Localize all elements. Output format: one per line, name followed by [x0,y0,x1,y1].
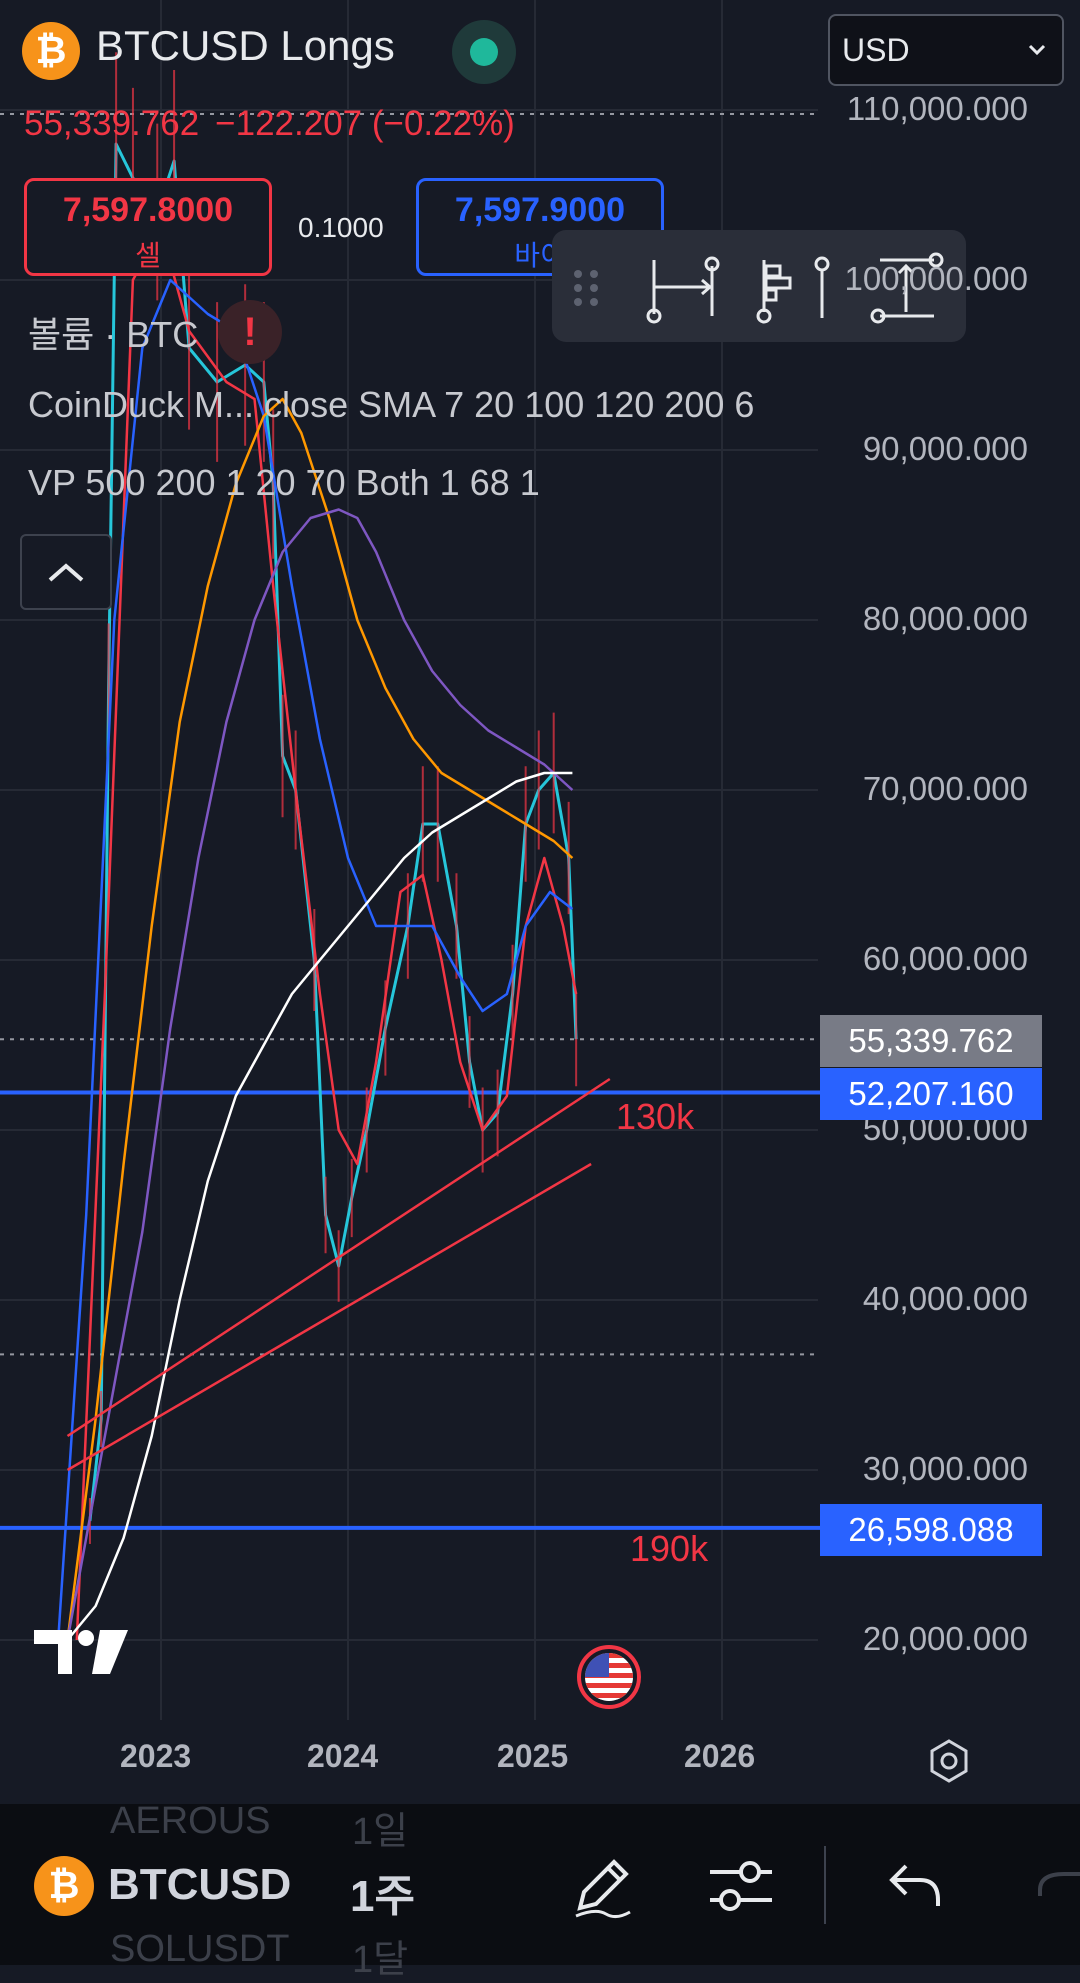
bottom-toolbar: AEROUS 1일 ₿ BTCUSD 1주 SOLUSDT 1달 [0,1800,1080,1981]
ghost-interval-above: 1일 [352,1811,409,1853]
current-price-tag: 55,339.762 [820,1015,1042,1067]
x-label-2024: 2024 [307,1738,379,1774]
x-label-2023: 2023 [120,1738,192,1774]
series-sma-20 [56,278,574,1641]
tradingview-logo [34,1630,128,1674]
y-axis-label: 30,000.000 [862,1450,1028,1487]
bitcoin-icon: ₿ [34,1856,94,1916]
y-axis-label: 20,000.000 [862,1620,1028,1657]
y-axis-label: 80,000.000 [862,600,1028,637]
symbol-selector[interactable]: BTCUSD [108,1860,292,1909]
buy-price: 7,597.9000 [454,191,626,229]
price-change-line: 55,339.762 −122.207 (−0.22%) [24,104,515,144]
ghost-symbol-below: SOLUSDT [110,1928,290,1970]
level-tag-1: 52,207.160 [820,1068,1042,1120]
chart-title[interactable]: BTCUSD Longs [96,22,395,69]
bitcoin-icon: ₿ [22,22,80,80]
sell-button[interactable]: 7,597.8000 셀 [24,178,272,276]
redo-icon[interactable] [1034,1856,1080,1914]
ghost-symbol-above: AEROUS [110,1800,271,1842]
chevron-down-icon [1028,44,1046,56]
toolbar-divider [824,1846,826,1924]
price-change: −122.207 (−0.22%) [215,104,515,143]
sell-label: 셀 [135,240,161,271]
drag-handle-icon[interactable] [574,270,598,306]
trendline-label-130k[interactable]: 130k [616,1096,695,1137]
market-open-indicator[interactable] [452,20,516,84]
series-sma-7 [75,227,578,1641]
trendline-label-190k[interactable]: 190k [630,1528,709,1569]
trendline-2 [66,1162,592,1472]
pencil-draw-icon[interactable] [566,1850,638,1922]
trendline-1 [66,1077,611,1438]
spread-value: 0.1000 [298,212,384,243]
date-range-tool-icon[interactable] [646,256,720,324]
vp-indicator-label[interactable]: VP 500 200 1 20 70 Both 1 68 1 [28,462,540,503]
x-label-2026: 2026 [684,1738,756,1774]
undo-icon[interactable] [884,1856,946,1914]
us-flag-event-icon[interactable] [576,1644,642,1710]
y-axis-label: 100,000.000 [844,260,1028,297]
last-price: 55,339.762 [24,104,200,143]
series-sma-120 [66,508,574,1641]
y-axis-label: 110,000.000 [846,90,1028,127]
price-range-tool-icon[interactable] [870,252,944,324]
sell-price: 7,597.8000 [62,191,234,229]
collapse-indicators-button[interactable] [20,534,112,610]
volume-indicator-label[interactable]: 볼륨 · BTC [28,314,199,355]
warning-icon[interactable]: ! [218,300,282,364]
y-axis-label: 40,000.000 [862,1280,1028,1317]
trendlines [66,1077,611,1472]
volume-profile-tool-icon[interactable] [756,260,792,324]
y-axis-label: 70,000.000 [862,770,1028,807]
x-label-2025: 2025 [497,1738,569,1774]
interval-selector[interactable]: 1주 [350,1872,415,1921]
currency-select[interactable]: USD [828,14,1064,86]
drawing-tools-panel [552,230,966,342]
currency-value: USD [842,31,910,68]
y-axis-label: 60,000.000 [862,940,1028,977]
chart-series [56,52,578,1641]
vertical-line-tool-icon[interactable] [814,256,830,318]
series-sma-100 [66,397,574,1641]
price-levels [0,113,826,1530]
series-sma-200 [66,771,573,1641]
ma-indicator-label[interactable]: CoinDuck M... close SMA 7 20 100 120 200… [28,384,755,425]
indicator-settings-icon[interactable] [706,1854,776,1918]
settings-icon[interactable] [924,1736,974,1786]
status-dot-icon [470,38,498,66]
y-axis-label: 90,000.000 [862,430,1028,467]
level-tag-2: 26,598.088 [820,1504,1042,1556]
buy-button[interactable]: 7,597.9000 바이 [416,178,664,276]
chevron-up-icon [48,563,84,582]
ghost-interval-below: 1달 [352,1939,409,1981]
